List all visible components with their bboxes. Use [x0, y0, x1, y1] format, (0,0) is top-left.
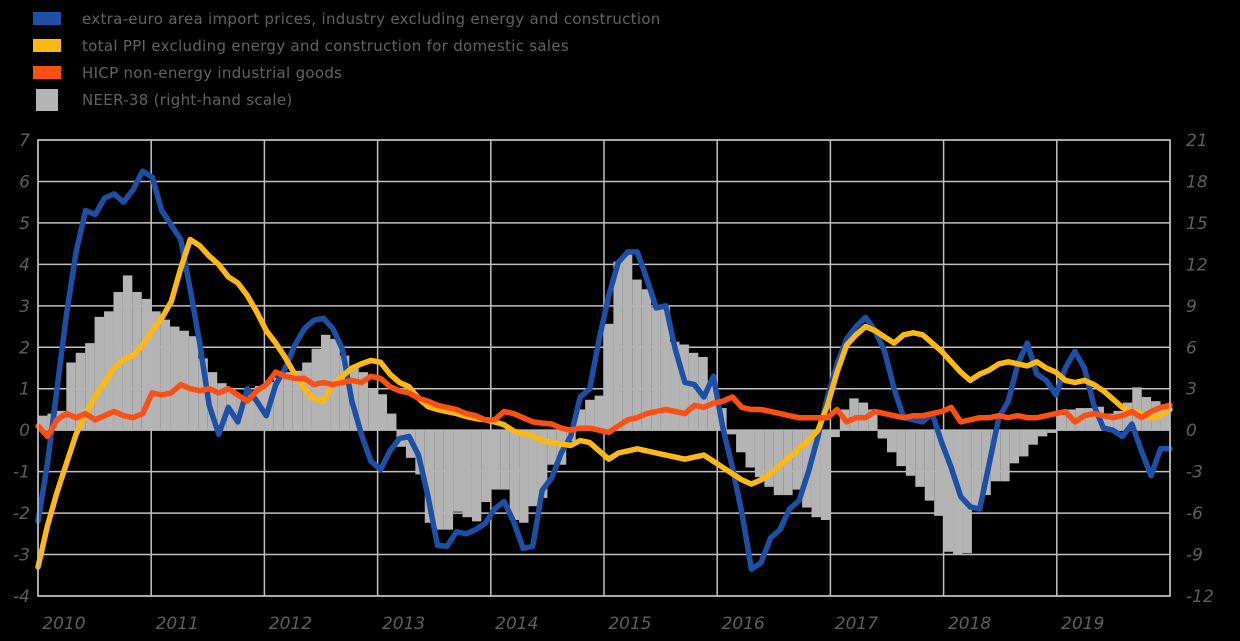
svg-text:-12: -12 — [1186, 587, 1214, 607]
svg-text:0: 0 — [19, 421, 30, 441]
legend-swatch-neer — [36, 88, 58, 111]
svg-text:5: 5 — [19, 214, 30, 234]
svg-text:9: 9 — [1186, 297, 1197, 317]
svg-text:2017: 2017 — [835, 614, 878, 634]
svg-text:2: 2 — [19, 338, 30, 358]
svg-text:2013: 2013 — [382, 614, 425, 634]
legend-swatch-import-prices — [33, 12, 61, 25]
legend-label-import-prices: extra-euro area import prices, industry … — [82, 9, 661, 28]
svg-text:-1: -1 — [13, 463, 30, 483]
legend-item-neer: NEER-38 (right-hand scale) — [33, 86, 661, 113]
svg-text:2010: 2010 — [42, 614, 85, 634]
svg-text:-3: -3 — [1186, 463, 1203, 483]
svg-text:6: 6 — [19, 172, 30, 192]
svg-text:2018: 2018 — [948, 614, 991, 634]
svg-text:7: 7 — [19, 131, 30, 151]
svg-text:15: 15 — [1186, 214, 1208, 234]
svg-text:2016: 2016 — [722, 614, 765, 634]
legend-label-ppi: total PPI excluding energy and construct… — [82, 36, 570, 55]
y-axis-left-labels: 7 6 5 4 3 2 1 0 -1 -2 -3 -4 — [13, 131, 30, 607]
legend-item-ppi: total PPI excluding energy and construct… — [33, 32, 661, 59]
chart-legend: extra-euro area import prices, industry … — [33, 5, 661, 113]
svg-text:1: 1 — [19, 380, 30, 400]
svg-text:-9: -9 — [1186, 546, 1203, 566]
svg-text:18: 18 — [1186, 172, 1208, 192]
svg-text:2014: 2014 — [495, 614, 538, 634]
svg-text:6: 6 — [1186, 338, 1197, 358]
svg-text:21: 21 — [1186, 131, 1208, 151]
svg-text:12: 12 — [1186, 255, 1208, 275]
svg-text:2012: 2012 — [269, 614, 312, 634]
plot-border — [37, 139, 1171, 597]
svg-text:-2: -2 — [13, 504, 30, 524]
legend-item-hicp-neig: HICP non-energy industrial goods — [33, 59, 661, 86]
ppi-line — [35, 236, 1173, 570]
svg-text:3: 3 — [1186, 380, 1197, 400]
svg-text:2019: 2019 — [1061, 614, 1104, 634]
legend-swatch-hicp-neig — [33, 66, 61, 79]
legend-swatch-ppi — [33, 39, 61, 52]
svg-text:2011: 2011 — [156, 614, 199, 634]
legend-label-neer: NEER-38 (right-hand scale) — [82, 90, 293, 109]
svg-text:-4: -4 — [13, 587, 30, 607]
svg-text:2015: 2015 — [608, 614, 651, 634]
x-axis-labels: 2010 2011 2012 2013 2014 2015 2016 2017 2018 2019 — [42, 614, 1104, 634]
legend-label-hicp-neig: HICP non-energy industrial goods — [82, 63, 343, 82]
svg-text:4: 4 — [19, 255, 30, 275]
legend-item-import-prices: extra-euro area import prices, industry … — [33, 5, 661, 32]
hicp-line — [35, 369, 1173, 440]
import-prices-line — [35, 168, 1173, 572]
svg-text:-3: -3 — [13, 546, 30, 566]
svg-text:0: 0 — [1186, 421, 1197, 441]
y-axis-right-labels: 21 18 15 12 9 6 3 0 -3 -6 -9 -12 — [1186, 131, 1214, 607]
svg-text:3: 3 — [19, 297, 30, 317]
svg-text:-6: -6 — [1186, 504, 1203, 524]
